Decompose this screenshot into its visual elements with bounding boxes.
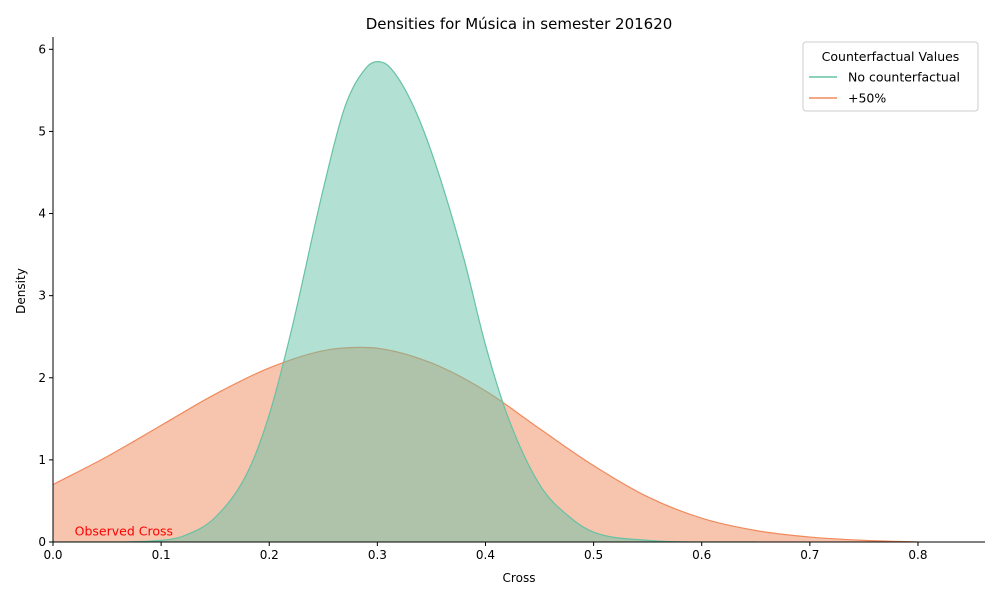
y-axis-label: Density xyxy=(14,268,28,314)
x-tick-label: 0.7 xyxy=(800,548,819,562)
y-tick-label: 3 xyxy=(38,289,46,303)
y-tick-label: 5 xyxy=(38,124,46,138)
legend-box xyxy=(802,41,979,112)
legend-title: Counterfactual Values xyxy=(822,49,960,64)
legend-entry-label: +50% xyxy=(848,91,886,106)
x-tick-label: 0.6 xyxy=(692,548,711,562)
x-axis-label: Cross xyxy=(503,571,536,585)
legend: Counterfactual Values No counterfactual +5… xyxy=(802,41,979,112)
legend-entry-label: No counterfactual xyxy=(848,70,960,85)
x-tick-label: 0.4 xyxy=(476,548,495,562)
x-tick-label: 0.0 xyxy=(43,548,62,562)
annotation-observed-cross: Observed Cross xyxy=(75,523,173,538)
y-tick-label: 6 xyxy=(38,42,46,56)
y-tick-label: 1 xyxy=(38,453,46,467)
chart-title: Densities for Música in semester 201620 xyxy=(366,15,673,33)
y-tick-label: 2 xyxy=(38,371,46,385)
x-tick-label: 0.5 xyxy=(584,548,603,562)
x-tick-label: 0.3 xyxy=(368,548,387,562)
x-tick-label: 0.1 xyxy=(152,548,171,562)
plot-area: Observed Cross xyxy=(53,61,918,542)
y-tick-label: 0 xyxy=(38,535,46,549)
x-tick-label: 0.8 xyxy=(908,548,927,562)
line-no-counterfactual xyxy=(53,61,756,542)
area-no-counterfactual xyxy=(53,61,756,542)
y-tick-label: 4 xyxy=(38,207,46,221)
axes: 0.0 0.1 0.2 0.3 0.4 0.5 0.6 0.7 0.8 0 1 2 3 4 5 6 xyxy=(38,37,985,562)
x-tick-label: 0.2 xyxy=(260,548,279,562)
series-group xyxy=(53,61,918,542)
